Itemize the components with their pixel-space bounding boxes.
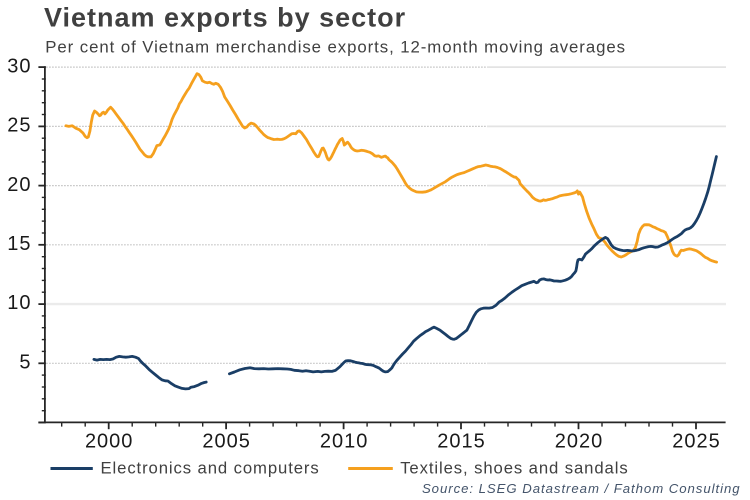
svg-text:10: 10 [7, 292, 31, 314]
svg-text:Source: LSEG Datastream / Fath: Source: LSEG Datastream / Fathom Consult… [422, 481, 741, 496]
svg-text:15: 15 [7, 233, 31, 255]
svg-text:Per cent of Vietnam merchandis: Per cent of Vietnam merchandise exports,… [45, 37, 626, 56]
svg-text:2005: 2005 [202, 430, 251, 452]
svg-text:Vietnam exports by sector: Vietnam exports by sector [44, 2, 406, 32]
svg-text:Electronics and computers: Electronics and computers [101, 458, 320, 477]
svg-text:2020: 2020 [555, 430, 604, 452]
svg-text:5: 5 [19, 352, 31, 374]
svg-text:2015: 2015 [437, 430, 486, 452]
svg-text:20: 20 [7, 174, 31, 196]
svg-text:2000: 2000 [85, 430, 134, 452]
svg-text:30: 30 [7, 55, 31, 77]
svg-text:Textiles, shoes and sandals: Textiles, shoes and sandals [400, 458, 628, 477]
svg-text:2010: 2010 [320, 430, 369, 452]
svg-text:2025: 2025 [672, 430, 721, 452]
svg-text:25: 25 [7, 115, 31, 137]
